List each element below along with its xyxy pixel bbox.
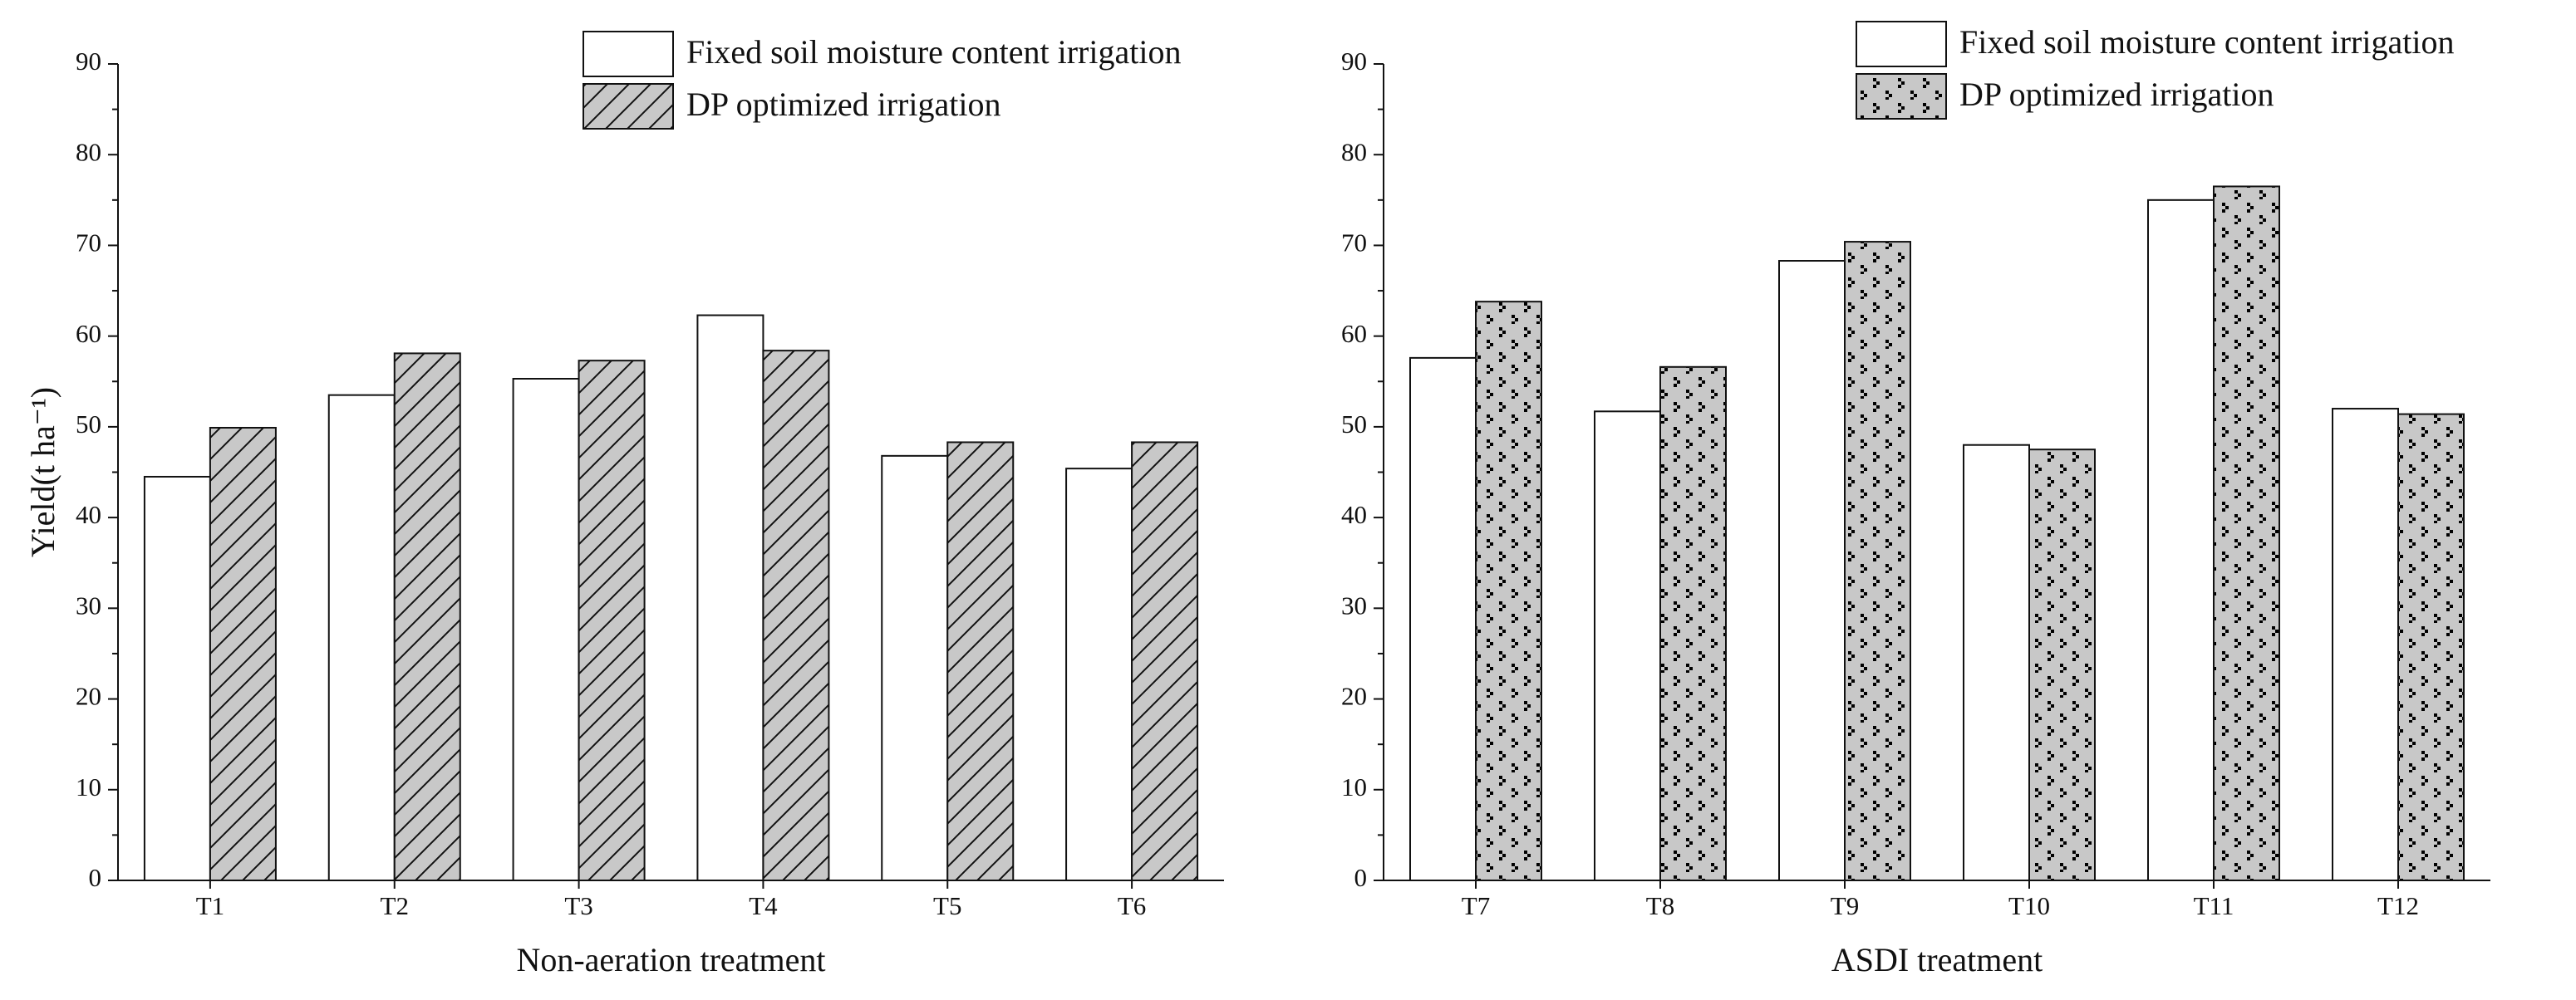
legend-label: Fixed soil moisture content irrigation [1959, 23, 2454, 61]
bar [512, 378, 580, 881]
bar [2028, 449, 2096, 881]
y-tick-label: 10 [76, 772, 101, 801]
y-tick-label: 80 [1341, 137, 1367, 166]
bar [327, 394, 396, 881]
x-tick-label: T1 [196, 891, 224, 920]
y-tick-label: 20 [1341, 682, 1367, 711]
x-tick-label: T11 [2194, 891, 2234, 920]
y-tick-label: 30 [1341, 591, 1367, 620]
y-tick-label: 90 [76, 47, 101, 76]
legend-swatch [1856, 73, 1947, 120]
y-tick-label: 70 [1341, 228, 1367, 257]
bar [1659, 365, 1727, 881]
bar [2397, 413, 2465, 881]
y-tick-label: 10 [1341, 772, 1367, 801]
y-tick-label: 20 [76, 682, 101, 711]
bar [1963, 444, 2030, 881]
x-tick-label: T2 [381, 891, 409, 920]
legend-swatch [583, 83, 674, 130]
legend-label: Fixed soil moisture content irrigation [686, 33, 1181, 71]
bar [1778, 260, 1846, 881]
x-axis-title: ASDI treatment [1831, 941, 2043, 978]
bar [1594, 410, 1661, 881]
x-tick-label: T8 [1646, 891, 1674, 920]
y-tick-label: 50 [76, 409, 101, 439]
y-tick-label: 60 [76, 319, 101, 348]
bar [1475, 301, 1542, 881]
x-tick-label: T12 [2377, 891, 2419, 920]
bar [1409, 356, 1477, 881]
y-tick-label: 40 [1341, 500, 1367, 529]
y-axis-title: Yield(t ha⁻¹) [24, 387, 61, 557]
bar [143, 475, 211, 881]
bar [209, 426, 277, 881]
legend-swatch [1856, 21, 1947, 67]
x-tick-label: T4 [749, 891, 778, 920]
legend-swatch [583, 31, 674, 77]
y-tick-label: 30 [76, 591, 101, 620]
legend-label: DP optimized irrigation [686, 86, 1000, 123]
x-axis-title: Non-aeration treatment [516, 941, 825, 978]
bar [2332, 408, 2399, 881]
x-tick-label: T5 [933, 891, 961, 920]
y-tick-label: 0 [89, 863, 102, 892]
bar [762, 350, 830, 881]
bar [2213, 185, 2280, 881]
y-tick-label: 90 [1341, 47, 1367, 76]
bar [946, 441, 1015, 881]
bar [2147, 199, 2215, 882]
x-tick-label: T9 [1831, 891, 1859, 920]
x-tick-label: T7 [1462, 891, 1490, 920]
x-tick-label: T10 [2008, 891, 2050, 920]
bar [1844, 241, 1911, 881]
legend-label: DP optimized irrigation [1959, 76, 2274, 113]
y-tick-label: 40 [76, 500, 101, 529]
y-tick-label: 50 [1341, 409, 1367, 439]
y-tick-label: 70 [76, 228, 101, 257]
bar [1131, 441, 1199, 881]
y-tick-label: 60 [1341, 319, 1367, 348]
bar [696, 314, 764, 882]
x-tick-label: T3 [564, 891, 592, 920]
x-tick-label: T6 [1118, 891, 1146, 920]
y-tick-label: 80 [76, 137, 101, 166]
y-tick-label: 0 [1354, 863, 1368, 892]
bar [1065, 468, 1133, 881]
bar [881, 454, 949, 882]
bar [578, 360, 646, 881]
bar [393, 352, 461, 881]
